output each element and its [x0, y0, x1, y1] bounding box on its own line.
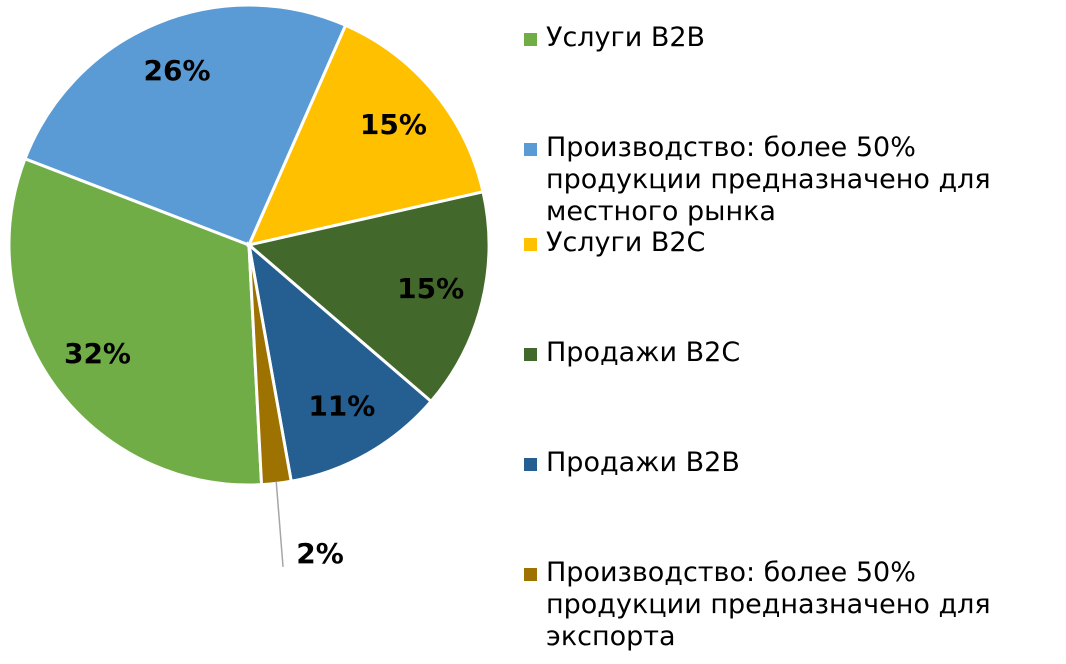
legend-item: Производство: более 50% продукции предна…: [524, 557, 1064, 653]
pie-slice: [246, 241, 434, 484]
pie-slice: [7, 156, 264, 487]
legend-label: Услуги B2B: [546, 22, 706, 53]
data-label: 15%: [397, 272, 464, 305]
legend-item: Услуги B2C: [524, 227, 1064, 259]
legend-swatch: [524, 348, 537, 361]
legend-swatch: [524, 568, 537, 581]
legend-swatch: [524, 33, 537, 46]
legend-item: Продажи B2B: [524, 447, 1064, 479]
data-label: 2%: [296, 537, 344, 570]
pie-slice: [246, 23, 485, 248]
legend-item: Услуги B2B: [524, 22, 1064, 54]
legend-label: Производство: более 50% продукции предна…: [546, 557, 991, 652]
data-label: 15%: [360, 108, 427, 141]
data-label: 11%: [308, 390, 375, 423]
legend-item: Продажи B2C: [524, 337, 1064, 369]
legend-swatch: [524, 143, 537, 156]
pie-slice: [245, 190, 491, 404]
legend-swatch: [524, 238, 537, 251]
leader-line: [275, 481, 284, 567]
data-label: 26%: [144, 54, 211, 87]
legend-item: Производство: более 50% продукции предна…: [524, 132, 1064, 228]
pie-slice: [23, 3, 348, 247]
legend-label: Производство: более 50% продукции предна…: [546, 132, 991, 227]
legend-label: Продажи B2B: [546, 447, 740, 478]
legend-label: Услуги B2C: [546, 227, 706, 258]
legend-swatch: [524, 458, 537, 471]
legend-label: Продажи B2C: [546, 337, 741, 368]
data-label: 32%: [64, 337, 131, 370]
